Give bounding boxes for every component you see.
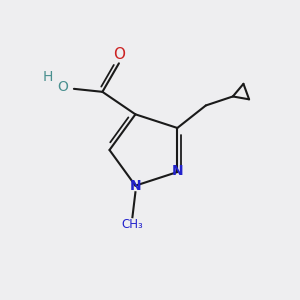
Text: CH₃: CH₃ <box>122 218 143 231</box>
Text: N: N <box>172 164 183 178</box>
Text: H: H <box>42 70 53 84</box>
Text: O: O <box>57 80 68 94</box>
Text: N: N <box>130 179 141 193</box>
Text: O: O <box>113 47 125 62</box>
